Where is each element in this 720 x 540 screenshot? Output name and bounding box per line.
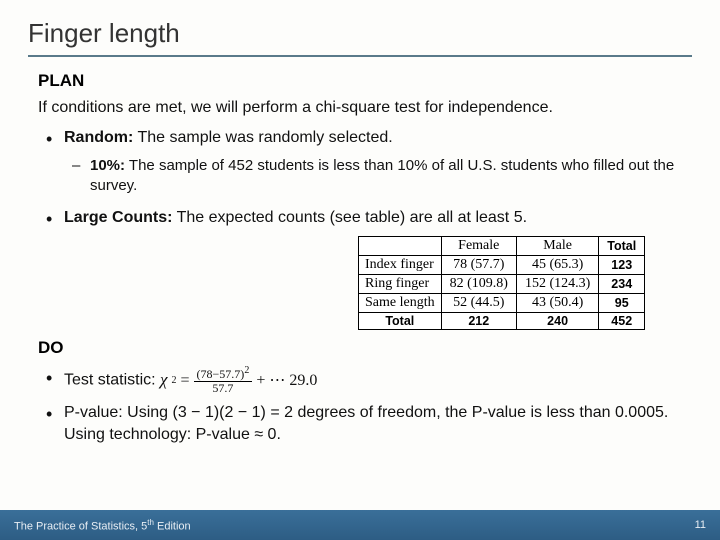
cell-male: 45 (65.3) bbox=[516, 256, 598, 275]
row-label: Same length bbox=[359, 294, 442, 313]
header-total: Total bbox=[599, 237, 645, 256]
plan-heading: PLAN bbox=[38, 71, 692, 91]
formula-tail: + ⋯ 29.0 bbox=[256, 370, 317, 392]
expected-counts-table: Female Male Total Index finger 78 (57.7)… bbox=[358, 236, 645, 330]
footer-left: The Practice of Statistics, 5th Edition bbox=[14, 518, 191, 533]
table-header-row: Female Male Total bbox=[359, 237, 645, 256]
content-area: PLAN If conditions are met, we will perf… bbox=[38, 71, 692, 446]
slide: Finger length PLAN If conditions are met… bbox=[0, 0, 720, 540]
row-label: Index finger bbox=[359, 256, 442, 275]
cell-female: 82 (109.8) bbox=[441, 275, 516, 294]
cell-female: 52 (44.5) bbox=[441, 294, 516, 313]
cell-total: 95 bbox=[599, 294, 645, 313]
row-label: Ring finger bbox=[359, 275, 442, 294]
header-blank bbox=[359, 237, 442, 256]
bullet-test-statistic: Test statistic: χ2 = (78−57.7)2 57.7 + ⋯… bbox=[46, 366, 692, 394]
footer-bar: The Practice of Statistics, 5th Edition … bbox=[0, 510, 720, 540]
cell-male: 43 (50.4) bbox=[516, 294, 598, 313]
cell-total: 234 bbox=[599, 275, 645, 294]
tenpct-label: 10%: bbox=[90, 157, 125, 174]
cell-male: 152 (124.3) bbox=[516, 275, 598, 294]
large-label: Large Counts: bbox=[64, 209, 172, 226]
plan-intro: If conditions are met, we will perform a… bbox=[38, 97, 692, 119]
large-text: The expected counts (see table) are all … bbox=[172, 209, 527, 226]
table-row: Same length 52 (44.5) 43 (50.4) 95 bbox=[359, 294, 645, 313]
random-text: The sample was randomly selected. bbox=[133, 129, 392, 146]
do-heading: DO bbox=[38, 338, 692, 358]
chi-square-formula: χ2 = (78−57.7)2 57.7 + ⋯ 29.0 bbox=[160, 366, 317, 394]
fraction-numerator: (78−57.7)2 bbox=[194, 366, 253, 382]
total-all: 452 bbox=[599, 313, 645, 330]
footer-text-b: Edition bbox=[154, 520, 191, 532]
cell-total: 123 bbox=[599, 256, 645, 275]
test-label: Test statistic: bbox=[64, 372, 160, 389]
total-male: 240 bbox=[516, 313, 598, 330]
fraction-denominator: 57.7 bbox=[209, 382, 236, 395]
bullet-random: Random: The sample was randomly selected… bbox=[46, 127, 692, 149]
bullet-ten-percent: 10%: The sample of 452 students is less … bbox=[72, 156, 692, 197]
page-number: 11 bbox=[695, 519, 706, 531]
chi-symbol: χ bbox=[160, 369, 167, 392]
header-male: Male bbox=[516, 237, 598, 256]
bullet-pvalue: P-value: Using (3 − 1)(2 − 1) = 2 degree… bbox=[46, 402, 692, 445]
footer-text-a: The Practice of Statistics, 5 bbox=[14, 520, 147, 532]
table-row: Index finger 78 (57.7) 45 (65.3) 123 bbox=[359, 256, 645, 275]
total-label: Total bbox=[359, 313, 442, 330]
footer-sup: th bbox=[147, 518, 154, 527]
chi-exponent: 2 bbox=[172, 374, 177, 388]
tenpct-text: The sample of 452 students is less than … bbox=[90, 157, 674, 194]
random-label: Random: bbox=[64, 129, 133, 146]
equals: = bbox=[181, 370, 190, 392]
table-total-row: Total 212 240 452 bbox=[359, 313, 645, 330]
bullet-large-counts: Large Counts: The expected counts (see t… bbox=[46, 207, 692, 229]
title-underline bbox=[28, 55, 692, 57]
cell-female: 78 (57.7) bbox=[441, 256, 516, 275]
total-female: 212 bbox=[441, 313, 516, 330]
header-female: Female bbox=[441, 237, 516, 256]
slide-title: Finger length bbox=[28, 18, 692, 53]
table-row: Ring finger 82 (109.8) 152 (124.3) 234 bbox=[359, 275, 645, 294]
fraction: (78−57.7)2 57.7 bbox=[194, 366, 253, 394]
